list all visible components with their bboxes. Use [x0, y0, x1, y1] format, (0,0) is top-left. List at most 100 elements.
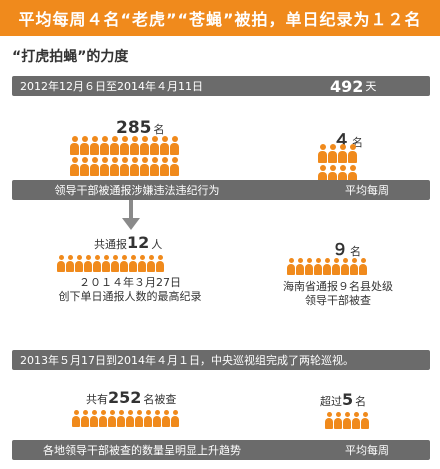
person-icon: [90, 410, 98, 427]
person-icon: [100, 136, 109, 155]
person-icon: [325, 412, 333, 429]
caption-285: 领导干部被通报涉嫌违法违纪行为: [54, 184, 220, 197]
person-icon: [140, 136, 149, 155]
person-icon: [287, 258, 295, 275]
period-bar-2: 2013年５月17日到2014年４月１日，中央巡视组完成了两轮巡视。: [12, 350, 430, 370]
person-icon: [328, 144, 337, 163]
caption-bar-1: 领导干部被通报涉嫌违法违纪行为 平均每周: [12, 180, 430, 200]
people-group-12: [57, 255, 164, 272]
person-icon: [99, 410, 107, 427]
person-icon: [84, 255, 92, 272]
person-icon: [70, 157, 79, 176]
person-icon: [160, 136, 169, 155]
people-group-5: [325, 412, 369, 429]
caption-weekly-4: 平均每周: [345, 184, 389, 197]
person-icon: [318, 144, 327, 163]
people-group-252: [72, 410, 179, 427]
person-icon: [100, 157, 109, 176]
caption-252: 各地领导干部被查的数量呈明显上升趋势: [43, 444, 241, 457]
person-icon: [110, 157, 119, 176]
person-icon: [352, 412, 360, 429]
person-icon: [93, 255, 101, 272]
person-icon: [359, 258, 367, 275]
person-icon: [120, 255, 128, 272]
hainan-caption: 海南省通报９名县处级 领导干部被查: [283, 280, 393, 307]
person-icon: [117, 410, 125, 427]
person-icon: [314, 258, 322, 275]
person-icon: [102, 255, 110, 272]
person-icon: [110, 136, 119, 155]
person-icon: [162, 410, 170, 427]
inspection-text: 2013年５月17日到2014年４月１日，中央巡视组完成了两轮巡视。: [20, 354, 354, 367]
person-icon: [305, 258, 313, 275]
person-icon: [147, 255, 155, 272]
person-icon: [138, 255, 146, 272]
period-bar-1: 2012年12月６日至2014年４月11日 492 天: [12, 76, 430, 96]
person-icon: [170, 136, 179, 155]
record-caption: ２０１４年３月27日 创下单日通报人数的最高纪录: [40, 276, 220, 304]
days-count: 492 天: [330, 76, 377, 96]
person-icon: [140, 157, 149, 176]
section-subtitle: “打虎拍蝇”的力度: [12, 49, 129, 65]
down-arrow-icon: [129, 200, 133, 222]
title-bar: 平均每周４名“老虎”“苍蝇”被拍，单日纪录为１２名: [0, 0, 440, 36]
person-icon: [75, 255, 83, 272]
person-icon: [80, 136, 89, 155]
person-icon: [66, 255, 74, 272]
person-icon: [296, 258, 304, 275]
person-icon: [343, 412, 351, 429]
person-icon: [348, 144, 357, 163]
person-icon: [338, 144, 347, 163]
record-date: ２０１４年３月27日: [79, 276, 181, 289]
person-icon: [126, 410, 134, 427]
person-icon: [170, 157, 179, 176]
person-icon: [338, 165, 347, 184]
person-icon: [108, 410, 116, 427]
person-icon: [341, 258, 349, 275]
page-title: 平均每周４名“老虎”“苍蝇”被拍，单日纪录为１２名: [18, 10, 422, 29]
count-252: 共有 252 名被查: [86, 388, 177, 407]
person-icon: [332, 258, 340, 275]
person-icon: [171, 410, 179, 427]
record-note: 创下单日通报人数的最高纪录: [58, 290, 202, 303]
person-icon: [328, 165, 337, 184]
person-icon: [135, 410, 143, 427]
person-icon: [153, 410, 161, 427]
person-icon: [350, 258, 358, 275]
people-group-9: [287, 258, 367, 275]
count-12: 共通报 12 人: [94, 233, 163, 252]
person-icon: [120, 136, 129, 155]
person-icon: [150, 157, 159, 176]
person-icon: [90, 136, 99, 155]
person-icon: [318, 165, 327, 184]
person-icon: [156, 255, 164, 272]
count-5: 超过 5 名: [320, 390, 367, 409]
caption-bar-3: 各地领导干部被查的数量呈明显上升趋势 平均每周: [12, 440, 430, 460]
person-icon: [80, 157, 89, 176]
person-icon: [144, 410, 152, 427]
person-icon: [150, 136, 159, 155]
caption-weekly-5: 平均每周: [345, 444, 389, 457]
people-group-4: [318, 144, 357, 184]
person-icon: [160, 157, 169, 176]
person-icon: [129, 255, 137, 272]
person-icon: [111, 255, 119, 272]
person-icon: [72, 410, 80, 427]
person-icon: [334, 412, 342, 429]
period-dates: 2012年12月６日至2014年４月11日: [20, 80, 203, 93]
person-icon: [323, 258, 331, 275]
person-icon: [130, 157, 139, 176]
people-group-285: [70, 136, 179, 176]
arrow-head-icon: [122, 218, 140, 230]
person-icon: [81, 410, 89, 427]
count-285: 285 名: [116, 118, 165, 138]
person-icon: [348, 165, 357, 184]
person-icon: [130, 136, 139, 155]
person-icon: [70, 136, 79, 155]
person-icon: [57, 255, 65, 272]
person-icon: [361, 412, 369, 429]
person-icon: [90, 157, 99, 176]
person-icon: [120, 157, 129, 176]
